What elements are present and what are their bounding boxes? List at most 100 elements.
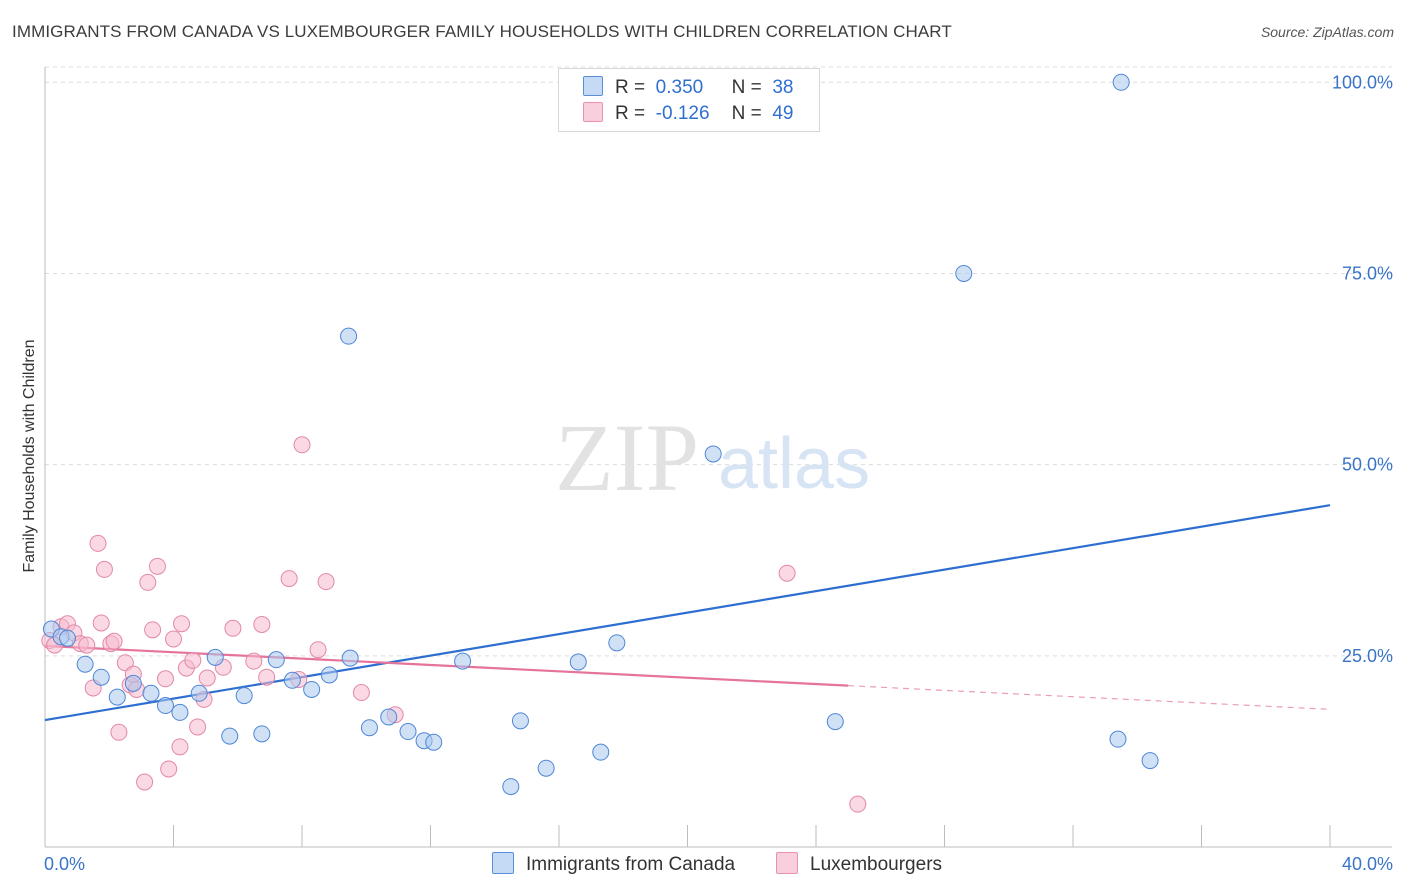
legend-row-canada: R = 0.350 N = 38	[583, 76, 793, 102]
point-canada	[341, 649, 359, 667]
legend-n-value-canada: 38	[772, 77, 794, 98]
point-luxembourgers	[139, 573, 157, 591]
point-luxembourgers	[173, 615, 191, 633]
legend-row-luxembourgers: R = -0.126 N = 49	[583, 102, 793, 128]
point-canada	[537, 759, 555, 777]
point-luxembourgers	[280, 570, 298, 588]
trendline-canada	[44, 504, 1331, 722]
point-canada	[92, 668, 110, 686]
correlation-legend: R = 0.350 N = 38 R = -0.126 N = 49	[558, 68, 820, 132]
point-luxembourgers	[156, 670, 174, 688]
y-axis-label: Family Households with Children	[21, 340, 38, 573]
point-luxembourgers	[105, 632, 123, 650]
point-canada	[283, 671, 301, 689]
legend-n-label: N =	[731, 103, 762, 124]
watermark-atlas: atlas	[718, 424, 870, 504]
point-canada	[267, 651, 285, 669]
point-canada	[425, 733, 443, 751]
point-canada	[955, 264, 973, 282]
point-canada	[124, 674, 142, 692]
point-luxembourgers	[184, 651, 202, 669]
point-canada	[569, 653, 587, 671]
point-canada	[826, 713, 844, 731]
point-canada	[340, 327, 358, 345]
point-canada	[156, 697, 174, 715]
point-canada	[592, 743, 610, 761]
y-tick-label: 75.0%	[1342, 263, 1393, 283]
point-canada	[303, 680, 321, 698]
point-luxembourgers	[148, 557, 166, 575]
point-luxembourgers	[293, 436, 311, 454]
point-luxembourgers	[144, 621, 162, 639]
y-tick-label: 50.0%	[1342, 455, 1393, 475]
point-luxembourgers	[245, 652, 263, 670]
source-label: Source: ZipAtlas.com	[1260, 24, 1394, 40]
point-canada	[206, 648, 224, 666]
chart-title: IMMIGRANTS FROM CANADA VS LUXEMBOURGER F…	[12, 22, 952, 41]
bottom-legend-label-luxembourgers: Luxembourgers	[810, 854, 943, 875]
point-luxembourgers	[224, 619, 242, 637]
trendlines	[44, 504, 1331, 722]
point-luxembourgers	[92, 614, 110, 632]
point-canada	[1112, 73, 1130, 91]
legend-r-value-luxembourgers: -0.126	[655, 103, 710, 124]
point-canada	[171, 703, 189, 721]
point-luxembourgers	[165, 630, 182, 648]
point-canada	[221, 727, 239, 745]
point-canada	[108, 688, 126, 706]
trendline-luxembourgers	[44, 644, 849, 687]
point-canada	[253, 725, 271, 743]
point-canada	[190, 684, 208, 702]
point-luxembourgers	[198, 669, 216, 687]
point-canada	[235, 687, 253, 705]
point-canada	[399, 723, 417, 741]
watermark: ZIP atlas	[555, 404, 870, 511]
point-canada	[58, 629, 76, 647]
x-tick-label-max: 40.0%	[1342, 854, 1393, 874]
point-luxembourgers	[78, 636, 96, 654]
bottom-legend-canada: Immigrants from Canada	[492, 852, 735, 876]
legend-n-value-luxembourgers: 49	[772, 103, 794, 124]
point-luxembourgers	[317, 573, 335, 591]
point-canada	[76, 655, 94, 673]
point-luxembourgers	[136, 773, 154, 791]
point-luxembourgers	[160, 760, 178, 778]
legend-r-label: R =	[615, 103, 646, 124]
point-luxembourgers	[309, 641, 327, 659]
legend-r-label: R =	[615, 77, 646, 98]
legend-n-label: N =	[731, 77, 762, 98]
point-canada	[1141, 752, 1159, 770]
y-tick-label: 25.0%	[1342, 646, 1393, 666]
bottom-swatch-luxembourgers	[776, 852, 798, 874]
watermark-zip: ZIP	[555, 404, 699, 511]
point-canada	[360, 719, 378, 737]
point-canada	[1109, 730, 1127, 748]
point-luxembourgers	[253, 615, 271, 633]
point-luxembourgers	[189, 718, 207, 736]
bottom-legend-label-canada: Immigrants from Canada	[526, 854, 736, 875]
legend-swatch-canada	[583, 76, 603, 96]
point-canada	[454, 652, 472, 670]
legend-swatch-luxembourgers	[583, 102, 603, 122]
point-luxembourgers	[352, 684, 370, 702]
bottom-swatch-canada	[492, 852, 514, 874]
trendline-luxembourgers-extension	[848, 685, 1331, 710]
legend-r-value-canada: 0.350	[655, 77, 704, 98]
point-luxembourgers	[171, 738, 189, 756]
bottom-legend-luxembourgers: Luxembourgers	[776, 852, 942, 876]
point-luxembourgers	[89, 534, 107, 552]
point-luxembourgers	[778, 564, 796, 582]
y-tick-label: 100.0%	[1332, 72, 1393, 92]
point-luxembourgers	[95, 560, 113, 578]
axes	[44, 67, 1392, 848]
point-canada	[502, 778, 520, 796]
point-canada	[320, 666, 338, 684]
tick-labels: 25.0% 50.0% 75.0% 100.0% 0.0% 40.0%	[44, 72, 1393, 874]
grid	[45, 66, 1392, 657]
x-tick-label-min: 0.0%	[44, 854, 85, 874]
point-canada	[142, 684, 160, 702]
point-luxembourgers	[110, 723, 128, 741]
point-canada	[380, 708, 398, 726]
canada-points	[42, 73, 1159, 796]
